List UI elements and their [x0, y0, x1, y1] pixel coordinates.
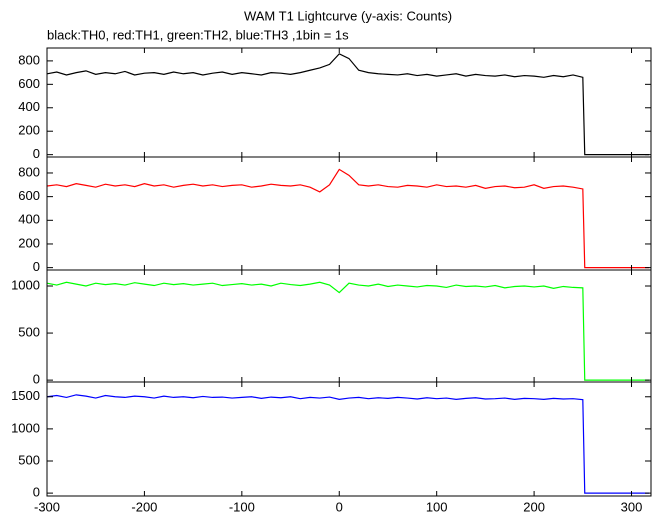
- y-tick-label: 1000: [11, 420, 40, 435]
- y-tick-label: 600: [18, 188, 40, 203]
- x-tick-label: -300: [34, 499, 60, 514]
- y-tick-label: 400: [18, 99, 40, 114]
- y-tick-label: 800: [18, 164, 40, 179]
- y-tick-label: 200: [18, 123, 40, 138]
- y-tick-label: 0: [33, 372, 40, 387]
- data-line: [46, 168, 650, 269]
- y-tick-label: 0: [33, 259, 40, 274]
- y-tick-label: 1000: [11, 277, 40, 292]
- y-tick-label: 600: [18, 76, 40, 91]
- y-tick-label: 800: [18, 52, 40, 67]
- chart-title: WAM T1 Lightcurve (y-axis: Counts): [244, 8, 452, 23]
- x-tick-label: 0: [336, 499, 343, 514]
- chart-subtitle: black:TH0, red:TH1, green:TH2, blue:TH3 …: [47, 27, 349, 42]
- x-tick-label: 100: [426, 499, 448, 514]
- data-line: [46, 53, 650, 156]
- y-tick-label: 0: [33, 146, 40, 161]
- panel-frame: [46, 381, 652, 497]
- y-tick-label: 500: [18, 324, 40, 339]
- data-line: [46, 394, 650, 494]
- x-tick-label: -200: [131, 499, 157, 514]
- x-tick-label: -100: [229, 499, 255, 514]
- x-tick-label: 300: [621, 499, 643, 514]
- data-line: [46, 281, 650, 381]
- y-tick-label: 500: [18, 452, 40, 467]
- y-tick-label: 200: [18, 235, 40, 250]
- y-tick-label: 1500: [11, 388, 40, 403]
- y-tick-label: 0: [33, 485, 40, 500]
- panel-frame: [46, 47, 652, 158]
- panel-frame: [46, 156, 652, 271]
- y-tick-label: 400: [18, 212, 40, 227]
- x-tick-label: 200: [523, 499, 545, 514]
